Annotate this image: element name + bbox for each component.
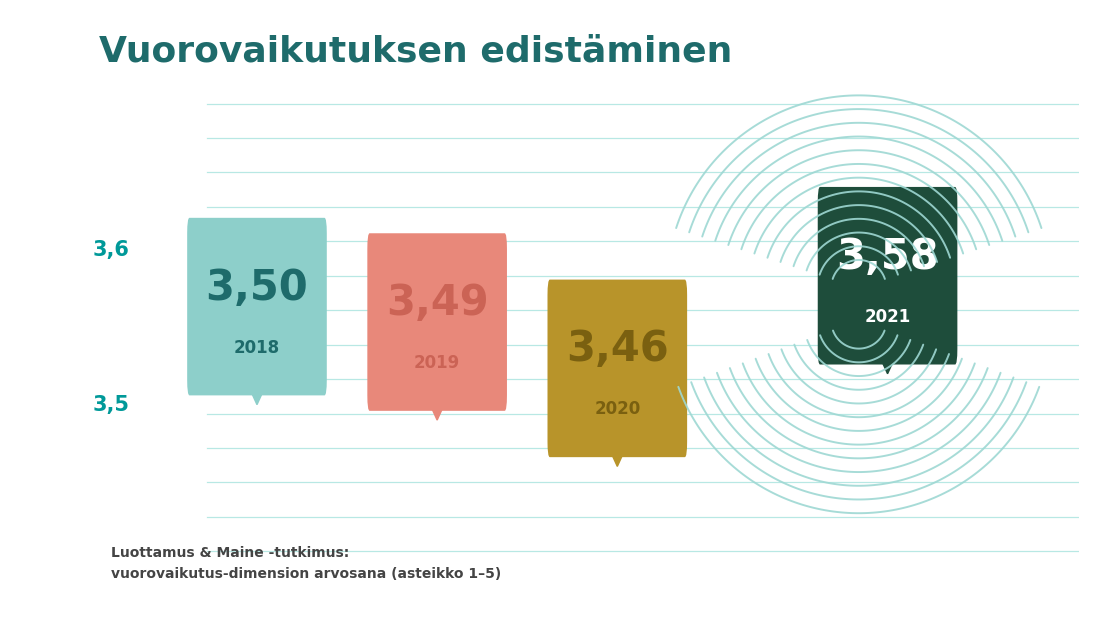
- Text: Luottamus & Maine -tutkimus:
vuorovaikutus-dimension arvosana (asteikko 1–5): Luottamus & Maine -tutkimus: vuorovaikut…: [110, 546, 501, 581]
- Text: 2021: 2021: [864, 308, 911, 326]
- Text: 3,46: 3,46: [566, 329, 668, 370]
- Text: 3,5: 3,5: [92, 395, 130, 415]
- Text: 2018: 2018: [233, 338, 280, 356]
- FancyBboxPatch shape: [547, 279, 687, 457]
- Text: 3,50: 3,50: [206, 266, 308, 309]
- Polygon shape: [876, 349, 898, 374]
- Text: 3,58: 3,58: [836, 235, 939, 278]
- Text: 3,6: 3,6: [92, 240, 130, 260]
- Polygon shape: [246, 380, 269, 405]
- Text: 2020: 2020: [595, 401, 641, 419]
- FancyBboxPatch shape: [818, 187, 958, 365]
- Polygon shape: [606, 442, 629, 466]
- Text: 3,49: 3,49: [385, 282, 489, 324]
- Text: 2019: 2019: [414, 354, 460, 372]
- Polygon shape: [426, 396, 448, 420]
- Text: Vuorovaikutuksen edistäminen: Vuorovaikutuksen edistäminen: [99, 34, 732, 68]
- FancyBboxPatch shape: [368, 233, 506, 411]
- FancyBboxPatch shape: [187, 218, 327, 396]
